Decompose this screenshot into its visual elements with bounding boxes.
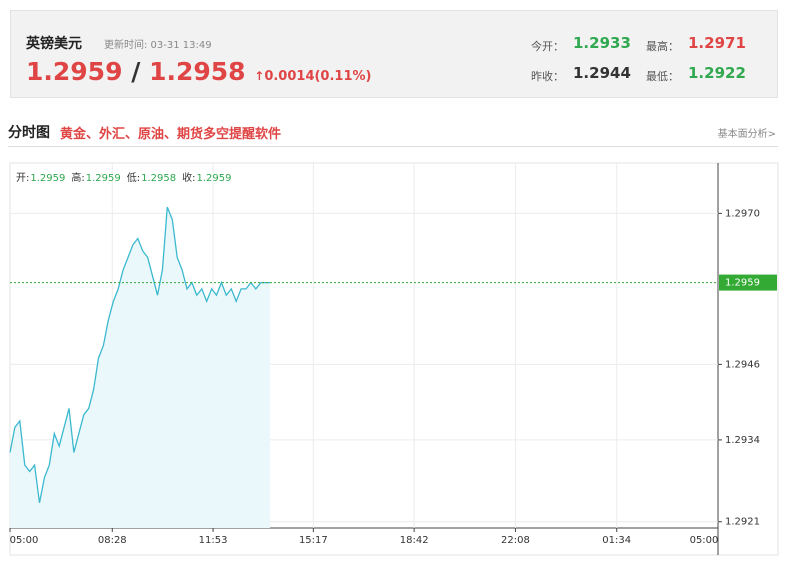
x-tick-label: 05:00: [690, 535, 719, 546]
ohlc-label: 高:: [71, 171, 84, 184]
ohlc-label: 低:: [127, 171, 140, 184]
current-price-label: 1.2959: [725, 278, 760, 289]
x-tick-label: 18:42: [400, 535, 429, 546]
ohlc-value: 1.2958: [141, 173, 176, 184]
x-tick-label: 11:53: [199, 535, 228, 546]
stat-value: 1.2922: [688, 64, 746, 82]
ohlc-value: 1.2959: [197, 173, 232, 184]
promo-link[interactable]: 黄金、外汇、原油、期货多空提醒软件: [60, 127, 282, 142]
separator: /: [131, 57, 141, 86]
stat-value: 1.2971: [688, 34, 746, 52]
price: 1.2959: [26, 57, 123, 86]
fundamental-link[interactable]: 基本面分析>: [717, 129, 776, 140]
divider: [8, 146, 778, 147]
x-tick-label: 15:17: [299, 535, 328, 546]
y-tick-label: 1.2934: [725, 435, 760, 446]
up-arrow: ↑: [254, 69, 265, 83]
x-tick-label: 05:00: [10, 535, 39, 546]
area: [10, 207, 271, 528]
ohlc-value: 1.2959: [30, 173, 65, 184]
stat-label: 最低：: [646, 70, 679, 83]
price: 1.2958: [149, 57, 246, 86]
y-tick-label: 1.2970: [725, 208, 760, 219]
x-tick-label: 22:08: [501, 535, 530, 546]
current-price-tag: [719, 274, 777, 291]
update-time: 更新时间: 03-31 13:49: [104, 40, 212, 51]
stat-label: 今开：: [531, 40, 564, 53]
ohlc-label: 收:: [182, 171, 195, 184]
price-row: 1.2959 / 1.2958 ↑0.0014(0.11%): [26, 57, 371, 86]
stat-label: 最高：: [646, 40, 679, 53]
price-line: [9, 206, 271, 503]
y-tick-label: 1.2921: [725, 517, 760, 528]
stat-value: 1.2933: [573, 34, 631, 52]
quote-header: 英镑美元 更新时间: 03-31 13:49 1.2959 / 1.2958 ↑…: [10, 10, 778, 98]
plot-frame: [9, 162, 779, 556]
ohlc-value: 1.2959: [86, 173, 121, 184]
section-title: 分时图: [8, 125, 50, 141]
stat-label: 昨收：: [531, 70, 564, 83]
x-tick-label: 08:28: [98, 535, 127, 546]
stat-value: 1.2944: [573, 64, 631, 82]
y-tick-label: 1.2946: [725, 359, 760, 370]
ohlc-label: 开:: [16, 173, 29, 184]
title: 英镑美元: [26, 36, 82, 52]
change: 0.0014(0.11%): [264, 69, 372, 84]
x-tick-label: 01:34: [602, 535, 631, 546]
